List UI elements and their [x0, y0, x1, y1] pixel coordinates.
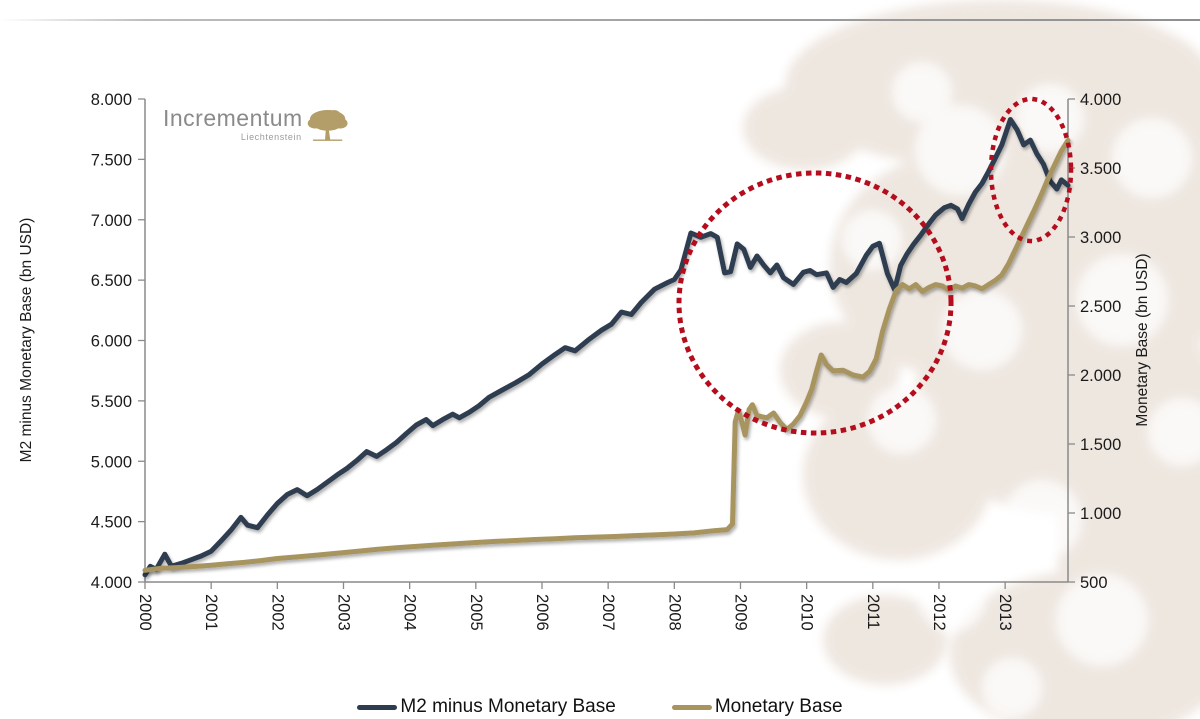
- dotted-highlight-circle: [676, 170, 954, 436]
- legend-label-m2: M2 minus Monetary Base: [400, 696, 616, 717]
- highlight-circles: [676, 96, 1074, 436]
- legend-item-monetary-base: Monetary Base: [671, 696, 843, 718]
- legend-swatch-mb: [671, 704, 712, 710]
- logo-subtitle: Liechtenstein: [240, 132, 302, 142]
- legend-item-m2-minus-monetary-base: M2 minus Monetary Base: [357, 696, 616, 718]
- chart-legend: M2 minus Monetary Base Monetary Base: [0, 695, 1200, 719]
- x-axis-tick-label: 2004: [401, 594, 419, 631]
- incrementum-logo: Incrementum Liechtenstein: [163, 101, 348, 153]
- right-axis-tick-label: 500: [1080, 574, 1108, 592]
- x-axis-tick-label: 2009: [731, 594, 749, 631]
- left-axis-tick-label: 5.500: [91, 393, 132, 411]
- x-axis-tick-label: 2007: [599, 594, 617, 631]
- left-axis-tick-label: 4.000: [91, 574, 132, 592]
- left-axis-tick-label: 4.500: [91, 514, 132, 532]
- left-axis-tick-label: 8.000: [91, 91, 132, 109]
- tree-icon: [307, 110, 348, 141]
- series-line-m2-minus-monetary-base: [142, 117, 1071, 578]
- x-axis-tick-label: 2006: [533, 594, 551, 631]
- left-axis-title: M2 minus Monetary Base (bn USD): [18, 218, 35, 463]
- x-axis-tick-label: 2002: [268, 594, 286, 631]
- logo-name: Incrementum: [163, 105, 303, 131]
- left-axis-tick-label: 7.500: [91, 151, 132, 169]
- left-axis-tick-label: 5.000: [91, 453, 132, 471]
- right-axis-tick-label: 2.000: [1080, 367, 1121, 385]
- left-axis-tick-label: 6.500: [91, 272, 132, 290]
- tick-labels: 8.000 7.500 7.000 6.500 6.000 5.500 5.000 4.500…: [91, 91, 1122, 631]
- axes: [144, 99, 1069, 583]
- right-axis-title: Monetary Base (bn USD): [1134, 253, 1151, 426]
- x-axis-tick-label: 2010: [798, 594, 816, 631]
- right-axis-tick-label: 2.500: [1080, 298, 1121, 316]
- right-axis-tick-label: 3.500: [1080, 160, 1121, 178]
- x-axis-tick-label: 2003: [334, 594, 352, 631]
- legend-label-mb: Monetary Base: [714, 696, 843, 717]
- x-axis-tick-label: 2008: [665, 594, 683, 631]
- right-axis-tick-label: 4.000: [1080, 91, 1121, 109]
- top-divider-line: [0, 19, 1200, 21]
- right-axis-tick-label: 1.000: [1080, 505, 1121, 523]
- series-lines: [142, 117, 1071, 578]
- x-axis-tick-label: 2012: [930, 594, 948, 631]
- x-axis-tick-label: 2013: [996, 594, 1014, 631]
- x-axis-tick-label: 2011: [864, 594, 882, 629]
- x-axis-tick-label: 2005: [467, 594, 485, 631]
- tick-marks: [138, 98, 1075, 589]
- right-axis-tick-label: 1.500: [1080, 436, 1121, 454]
- x-axis-tick-label: 2000: [136, 594, 154, 631]
- legend-swatch-m2: [357, 704, 398, 710]
- right-axis-tick-label: 3.000: [1080, 229, 1121, 247]
- x-axis-tick-label: 2001: [202, 594, 220, 631]
- dotted-highlight-circle: [988, 96, 1074, 244]
- series-line-monetary-base: [142, 137, 1071, 573]
- left-axis-tick-label: 6.000: [91, 333, 132, 351]
- left-axis-tick-label: 7.000: [91, 212, 132, 230]
